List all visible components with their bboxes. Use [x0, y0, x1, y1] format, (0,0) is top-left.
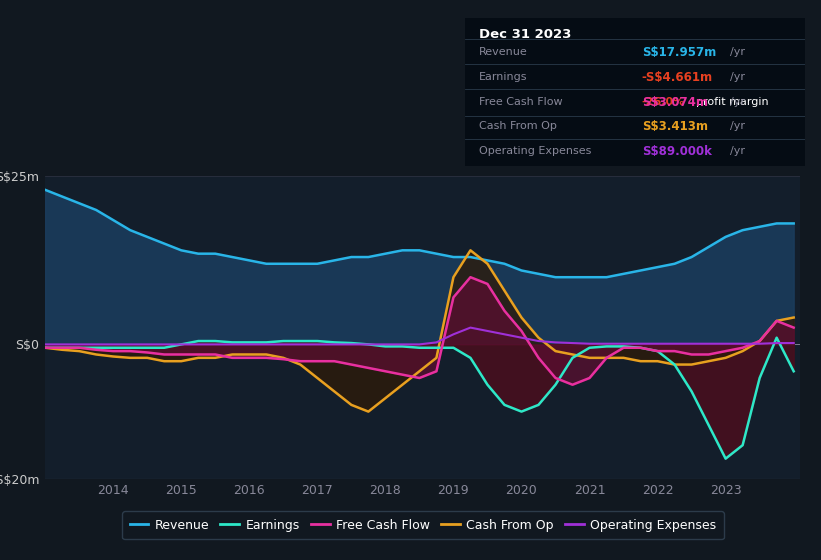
Text: S$17.957m: S$17.957m: [642, 45, 716, 59]
Text: /yr: /yr: [730, 121, 745, 131]
Text: S$3.074m: S$3.074m: [642, 96, 708, 109]
Text: S$89.000k: S$89.000k: [642, 144, 712, 158]
Text: /yr: /yr: [730, 97, 745, 108]
Legend: Revenue, Earnings, Free Cash Flow, Cash From Op, Operating Expenses: Revenue, Earnings, Free Cash Flow, Cash …: [122, 511, 723, 539]
Text: /yr: /yr: [730, 47, 745, 57]
Text: -26.0%: -26.0%: [642, 97, 685, 108]
Text: Free Cash Flow: Free Cash Flow: [479, 97, 562, 108]
Text: Earnings: Earnings: [479, 72, 527, 82]
Text: -S$4.661m: -S$4.661m: [642, 71, 713, 83]
Text: Revenue: Revenue: [479, 47, 527, 57]
Text: Cash From Op: Cash From Op: [479, 121, 557, 131]
Text: profit margin: profit margin: [696, 97, 768, 108]
Text: /yr: /yr: [730, 146, 745, 156]
Text: S$3.413m: S$3.413m: [642, 119, 708, 133]
Text: Dec 31 2023: Dec 31 2023: [479, 29, 571, 41]
Text: /yr: /yr: [730, 72, 745, 82]
Text: Operating Expenses: Operating Expenses: [479, 146, 591, 156]
